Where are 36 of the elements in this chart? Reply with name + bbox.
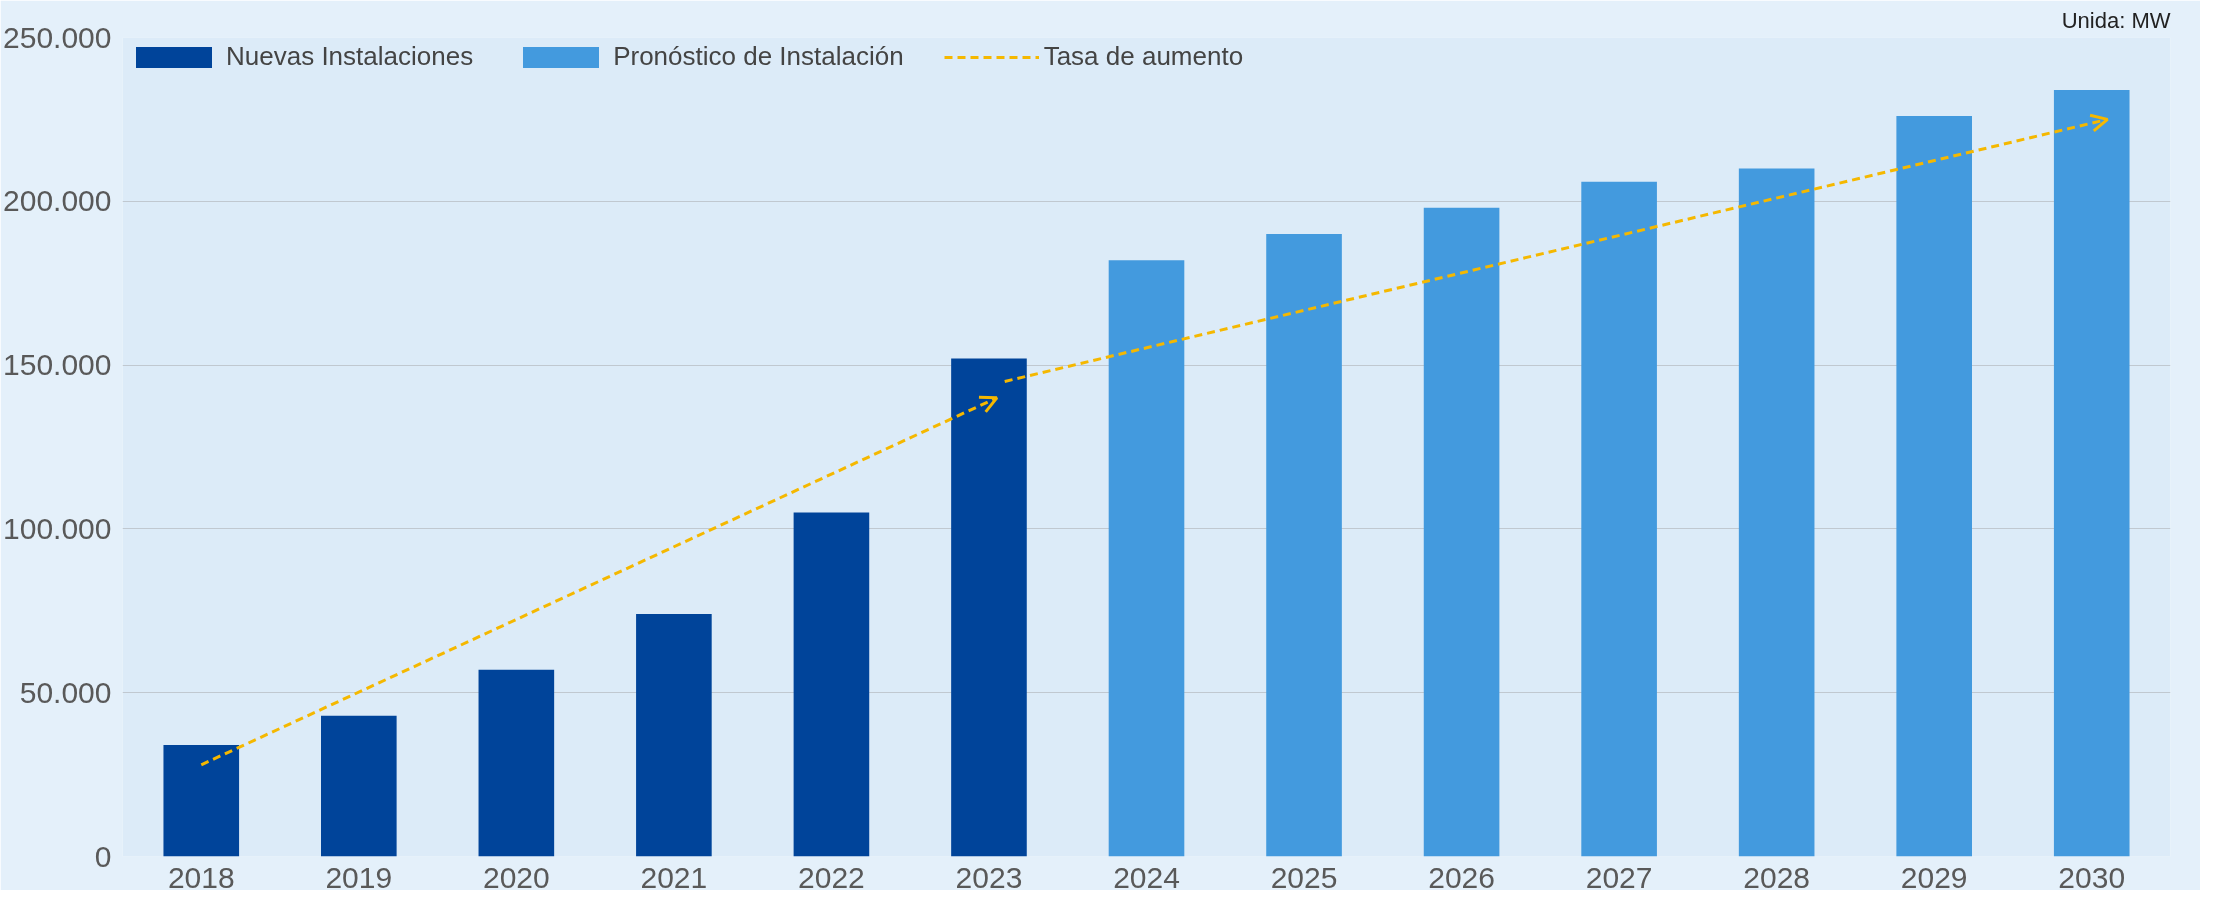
y-tick-label: 200.000 [3,184,112,218]
x-tick-label: 2029 [1900,860,1968,894]
x-tick-label: 2028 [1743,860,1811,894]
bar [793,512,870,857]
bar [1738,168,1815,857]
y-tick-label: 250.000 [3,20,112,54]
bar [636,614,712,857]
y-tick-label: 150.000 [3,348,112,382]
bar [951,358,1027,857]
x-tick-label: 2022 [798,860,865,894]
x-tick-label: 2030 [2058,860,2126,894]
legend-label: Pronóstico de Instalación [613,41,904,72]
bar [163,745,240,857]
y-tick-label: 0 [94,839,112,873]
x-tick-label: 2026 [1428,860,1495,894]
y-tick-label: 50.000 [19,675,112,709]
x-tick-label: 2019 [325,860,393,894]
bar [1108,260,1185,857]
legend-label: Tasa de aumento [1043,41,1244,72]
x-tick-label: 2020 [482,860,550,894]
bar [321,715,397,857]
bar [2053,89,2130,857]
x-tick-label: 2027 [1585,860,1653,894]
legend-label: Nuevas Instalaciones [226,41,474,72]
y-tick-label: 100.000 [3,511,112,545]
x-tick-label: 2021 [640,860,708,894]
bar [1896,116,1972,857]
bar [1423,207,1500,857]
bar [478,669,555,857]
bar [1581,181,1657,857]
text: Unida: MW [2061,7,2171,33]
x-tick-label: 2018 [167,860,235,894]
x-tick-label: 2024 [1113,860,1180,894]
x-tick-label: 2023 [955,860,1023,894]
x-tick-label: 2025 [1270,860,1338,894]
bar [1266,234,1342,857]
